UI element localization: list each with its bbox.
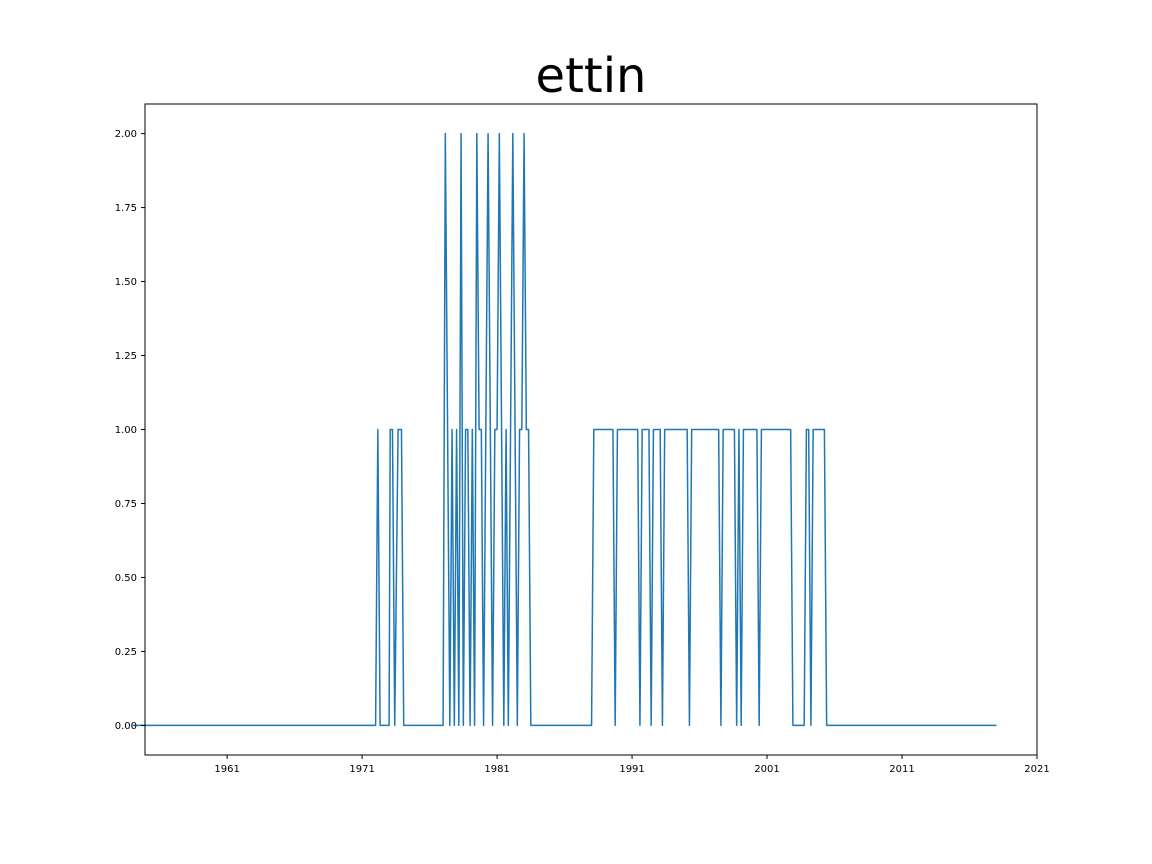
chart-title: ettin	[535, 48, 647, 104]
y-tick-label: 1.50	[115, 277, 137, 288]
tick-layer: 1961 1971 1981 1991 2001 2011 2021 0.00 0.25 0.50…	[115, 129, 1050, 775]
y-tick-label: 1.00	[115, 425, 137, 436]
x-tick-label: 2011	[889, 764, 914, 775]
y-tick-label: 1.75	[115, 203, 137, 214]
x-tick-label: 1981	[484, 764, 509, 775]
y-tick-label: 0.00	[115, 721, 137, 732]
y-tick-label: 0.50	[115, 573, 137, 584]
y-tick-label: 0.75	[115, 499, 137, 510]
x-tick-label: 1971	[349, 764, 374, 775]
y-tick-label: 2.00	[115, 129, 137, 140]
y-tick-label: 0.25	[115, 647, 137, 658]
x-tick-label: 2001	[754, 764, 779, 775]
plot-layer	[132, 132, 997, 727]
x-tick-label: 2021	[1024, 764, 1049, 775]
plot-frame	[144, 103, 1038, 756]
x-tick-label: 1991	[619, 764, 644, 775]
y-tick-label: 1.25	[115, 351, 137, 362]
x-tick-label: 1961	[214, 764, 239, 775]
series-line-0	[132, 132, 997, 727]
